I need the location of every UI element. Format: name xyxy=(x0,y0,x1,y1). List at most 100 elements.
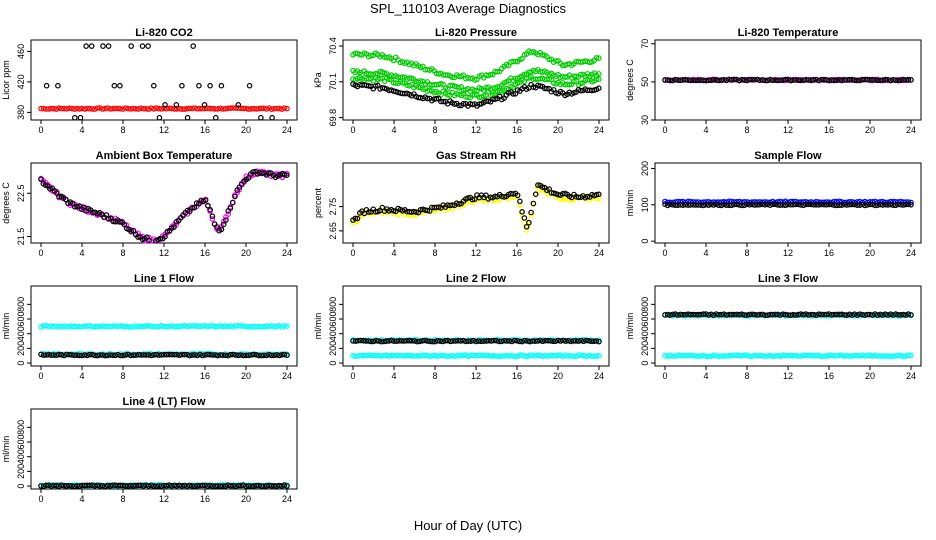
data-point-cyan2 xyxy=(526,352,533,359)
data-point-black xyxy=(424,207,431,214)
data-point-black xyxy=(762,77,768,84)
data-point-black xyxy=(672,311,679,317)
data-point-black xyxy=(767,76,773,83)
data-point-cyan2 xyxy=(567,353,574,359)
data-point-red xyxy=(115,105,121,112)
data-point-black xyxy=(885,202,891,208)
data-point-cyan2 xyxy=(800,352,807,359)
data-point-black xyxy=(184,351,190,358)
data-point-black xyxy=(105,43,112,49)
data-point-black xyxy=(535,182,541,188)
data-point-black xyxy=(685,311,691,318)
data-point-black xyxy=(215,482,221,489)
data-point-black xyxy=(115,351,121,358)
data-point-black xyxy=(682,311,689,318)
data-point-black xyxy=(444,337,451,344)
data-point-black xyxy=(409,337,415,344)
data-point-cyan2 xyxy=(383,352,390,359)
data-point-cyan2 xyxy=(749,353,755,360)
data-point-green-low xyxy=(595,76,602,83)
data-point-red xyxy=(243,105,249,112)
data-point-red xyxy=(273,105,280,112)
data-point-black xyxy=(460,337,467,344)
data-point-black xyxy=(138,352,144,358)
data-point-cyan xyxy=(76,323,83,330)
data-point-magenta xyxy=(209,216,216,222)
data-point-red xyxy=(86,105,93,112)
data-point-black xyxy=(153,483,160,490)
data-point-cyan2 xyxy=(519,352,525,358)
data-point-red xyxy=(253,106,260,112)
data-point-green-low xyxy=(365,76,372,82)
y-tick-label: 800 xyxy=(328,297,338,312)
data-point-cyan xyxy=(240,323,247,329)
data-point-cyan2 xyxy=(897,352,904,359)
data-point-black xyxy=(573,338,579,344)
data-point-green-mid xyxy=(526,69,532,76)
data-point-black xyxy=(674,77,681,83)
data-point-cyan2 xyxy=(386,353,392,359)
data-point-black xyxy=(233,483,239,490)
data-point-black xyxy=(680,202,686,209)
x-tick-label: 4 xyxy=(391,125,396,135)
data-point-black xyxy=(821,76,827,83)
data-point-cyan2 xyxy=(473,352,479,359)
data-point-cyan2 xyxy=(583,353,590,360)
data-point-cyan xyxy=(89,324,96,330)
x-tick-label: 8 xyxy=(120,248,125,258)
data-point-black xyxy=(143,352,149,358)
data-point-blue xyxy=(721,199,727,205)
data-point-red xyxy=(212,106,219,112)
data-point-black xyxy=(672,202,679,209)
data-point-black xyxy=(754,76,761,83)
data-point-black xyxy=(189,352,196,358)
data-point-green-low xyxy=(503,85,510,92)
data-point-black xyxy=(365,338,372,344)
data-point-cyan xyxy=(58,323,65,330)
y-tick-label: 200 xyxy=(640,341,650,356)
data-point-black xyxy=(749,201,755,208)
data-point-green-low xyxy=(453,90,460,97)
data-point-black xyxy=(854,77,861,84)
data-point-black xyxy=(885,312,891,318)
data-point-black xyxy=(815,202,822,208)
data-point-black xyxy=(457,338,464,344)
page-title: SPL_110103 Average Diagnostics xyxy=(369,1,567,16)
x-tick-label: 12 xyxy=(471,248,481,258)
data-point-black xyxy=(808,201,814,208)
data-point-black xyxy=(480,338,487,344)
y-tick-label: 600 xyxy=(16,435,26,450)
data-point-black xyxy=(562,338,569,344)
data-point-cyan2 xyxy=(731,352,738,359)
data-point-black xyxy=(532,338,538,345)
data-point-red xyxy=(50,105,57,112)
data-point-cyan xyxy=(281,323,288,329)
data-point-black xyxy=(434,337,441,344)
data-point-black xyxy=(823,77,830,83)
data-point-black xyxy=(664,311,671,318)
data-point-black xyxy=(715,311,722,318)
data-point-black xyxy=(584,193,591,200)
data-point-cyan2 xyxy=(419,352,426,359)
data-point-black xyxy=(401,338,408,344)
data-point-black xyxy=(158,483,165,490)
data-point-black xyxy=(519,338,525,345)
data-point-cyan xyxy=(112,323,119,329)
data-point-red xyxy=(97,105,103,111)
data-point-black xyxy=(456,102,462,109)
data-point-cyan xyxy=(66,323,73,330)
data-point-black xyxy=(469,196,476,203)
data-point-black xyxy=(859,311,866,318)
data-point-cyan2 xyxy=(393,352,400,359)
y-axis-label: Licor ppm xyxy=(1,60,11,100)
data-point-black xyxy=(700,77,707,84)
data-point-black xyxy=(790,311,796,318)
data-point-cyan2 xyxy=(398,352,405,359)
data-point-black xyxy=(777,77,784,84)
data-point-green-low xyxy=(577,80,584,87)
data-point-black xyxy=(782,202,789,209)
data-point-black xyxy=(838,77,845,84)
data-point-black xyxy=(803,201,809,208)
data-point-black xyxy=(578,337,584,344)
data-point-black xyxy=(222,352,229,359)
